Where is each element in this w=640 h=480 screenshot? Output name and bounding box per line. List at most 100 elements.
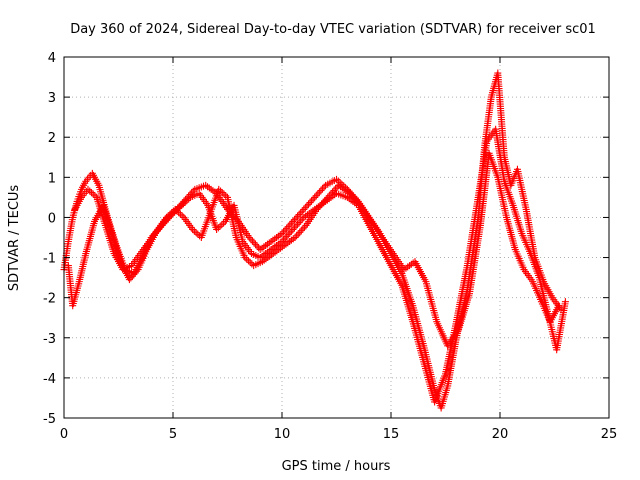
data-point-interp xyxy=(319,199,327,207)
data-point-interp xyxy=(315,188,323,196)
data-point-interp xyxy=(322,195,330,203)
data-point-interp xyxy=(320,183,328,191)
x-axis-title: GPS time / hours xyxy=(282,459,391,474)
data-point-interp xyxy=(347,191,355,199)
data-point-interp xyxy=(317,187,325,195)
data-point-interp xyxy=(286,229,294,237)
data-point-interp xyxy=(280,236,288,244)
data-point-interp xyxy=(290,224,298,232)
data-point xyxy=(291,234,299,241)
data-point xyxy=(215,185,223,193)
data-point xyxy=(278,229,286,237)
data-point-interp xyxy=(281,234,289,242)
data-point-interp xyxy=(250,239,258,247)
data-point xyxy=(555,302,563,310)
y-tick-label: -2 xyxy=(43,292,56,307)
data-point-interp xyxy=(248,260,256,268)
data-point-interp xyxy=(328,188,336,196)
x-tick-labels: 0 5 10 15 20 25 xyxy=(60,427,617,442)
data-point-interp xyxy=(173,207,181,215)
data-point-interp xyxy=(353,198,361,206)
data-point-interp xyxy=(248,237,256,245)
data-point-interp xyxy=(216,222,224,230)
data-point-interp xyxy=(355,200,363,208)
x-tick-label: 25 xyxy=(601,427,618,442)
data-point xyxy=(125,276,133,284)
data-point-interp xyxy=(181,198,189,206)
data-point-interp xyxy=(325,192,333,200)
data-point-interp xyxy=(306,199,314,207)
data-point-interp xyxy=(349,193,357,201)
data-point-interp xyxy=(176,210,184,218)
data-point xyxy=(84,185,92,193)
data-point xyxy=(311,193,319,201)
data-point-interp xyxy=(293,232,301,240)
data-point-interp xyxy=(297,209,305,217)
data-point xyxy=(561,298,569,306)
data-point-interp xyxy=(298,215,306,223)
data-point-interp xyxy=(246,258,254,266)
data-point-interp xyxy=(298,207,306,215)
data-point-interp xyxy=(192,229,200,237)
data-point-interp xyxy=(243,255,251,263)
data-point-interp xyxy=(295,219,303,227)
data-point-interp xyxy=(287,219,295,227)
x-tick-label: 20 xyxy=(492,427,509,442)
data-point xyxy=(346,189,354,197)
data-point-interp xyxy=(292,222,300,230)
data-point-interp xyxy=(327,190,335,198)
data-point-interp xyxy=(179,200,187,208)
data-point-interp xyxy=(296,228,304,236)
y-tick-label: -4 xyxy=(43,372,56,387)
data-point-interp xyxy=(321,197,329,205)
data-point-interp xyxy=(290,216,298,224)
data-point-interp xyxy=(178,212,186,220)
data-point-interp xyxy=(168,209,176,217)
data-point-interp xyxy=(297,217,305,225)
data-point-interp xyxy=(220,219,228,227)
data-point-interp xyxy=(190,227,198,235)
y-tick-label: 4 xyxy=(48,51,56,66)
data-point-interp xyxy=(128,272,136,280)
x-tick-label: 10 xyxy=(274,427,291,442)
data-point-interp xyxy=(185,195,193,203)
data-point-interp xyxy=(176,203,184,211)
data-point-interp xyxy=(294,230,302,238)
chart-title: Day 360 of 2024, Sidereal Day-to-day VTE… xyxy=(70,22,596,37)
y-tick-label: -1 xyxy=(43,252,56,267)
data-point-interp xyxy=(217,187,225,195)
data-point-interp xyxy=(332,185,340,193)
y-tick-label: -3 xyxy=(43,332,56,347)
data-point-interp xyxy=(286,221,294,229)
data-point xyxy=(313,205,321,213)
data-point-interp xyxy=(89,190,97,198)
data-point-interp xyxy=(287,227,295,235)
data-point xyxy=(171,205,179,213)
data-point xyxy=(189,225,197,233)
data-point-interp xyxy=(281,226,289,234)
x-tick-label: 15 xyxy=(383,427,400,442)
y-tick-label: 1 xyxy=(48,171,56,186)
data-point xyxy=(178,201,186,209)
data-point xyxy=(289,225,297,233)
data-point-interp xyxy=(299,225,307,233)
data-point-interp xyxy=(91,192,99,200)
x-tick-label: 5 xyxy=(169,427,177,442)
data-point-interp xyxy=(308,197,316,205)
data-point-interp xyxy=(189,187,197,195)
data-point-interp xyxy=(314,190,322,198)
data-point-interp xyxy=(218,221,226,229)
data-point-interp xyxy=(284,231,292,239)
data-point-interp xyxy=(294,212,302,220)
data-point xyxy=(289,217,297,225)
data-point-interp xyxy=(330,187,338,195)
data-point-interp xyxy=(283,232,291,240)
data-point-interp xyxy=(297,227,305,235)
data-point-interp xyxy=(316,202,324,210)
data-point-interp xyxy=(280,228,288,236)
data-point-interp xyxy=(218,189,226,197)
data-point-interp xyxy=(175,209,183,217)
data-point-interp xyxy=(352,196,360,204)
